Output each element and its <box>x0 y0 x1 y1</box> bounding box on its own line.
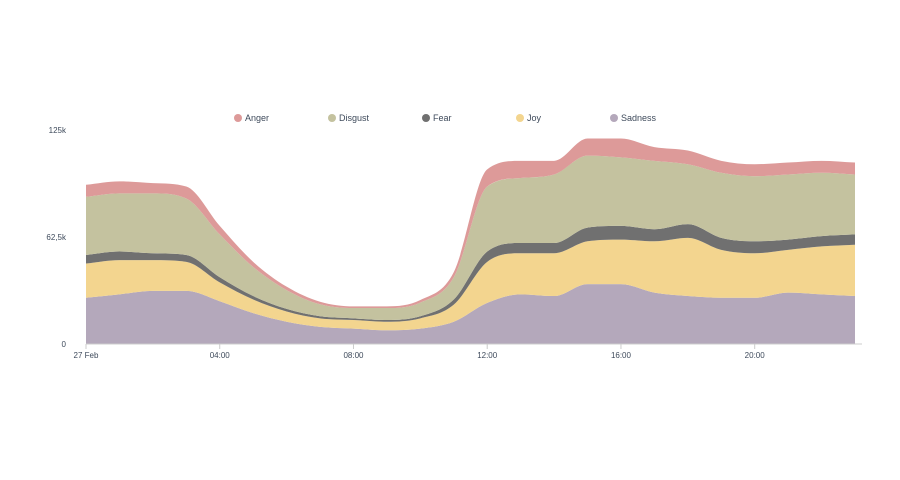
legend-marker <box>516 114 524 122</box>
legend-item-sadness[interactable]: Sadness <box>610 113 657 123</box>
legend-item-anger[interactable]: Anger <box>234 113 269 123</box>
x-tick-label: 16:00 <box>611 351 632 360</box>
legend-label: Fear <box>433 113 452 123</box>
legend-label: Disgust <box>339 113 370 123</box>
area-anger[interactable] <box>86 138 855 309</box>
axis-ticks-group: 0 62,5k 125k 27 Feb 04:00 08:00 12:00 16:00 20:0… <box>46 126 765 360</box>
area-disgust[interactable] <box>86 155 855 321</box>
legend-label: Anger <box>245 113 269 123</box>
y-tick-label: 0 <box>62 340 67 349</box>
x-tick-label: 27 Feb <box>74 351 99 360</box>
legend-marker <box>328 114 336 122</box>
legend-item-fear[interactable]: Fear <box>422 113 452 123</box>
legend-marker <box>234 114 242 122</box>
legend-marker <box>610 114 618 122</box>
legend-label: Joy <box>527 113 542 123</box>
x-tick-label: 08:00 <box>343 351 364 360</box>
y-tick-label: 125k <box>49 126 67 135</box>
legend-marker <box>422 114 430 122</box>
legend-label: Sadness <box>621 113 657 123</box>
legend-item-disgust[interactable]: Disgust <box>328 113 370 123</box>
area-sadness[interactable] <box>86 284 855 344</box>
area-joy[interactable] <box>86 237 855 331</box>
x-tick-label: 04:00 <box>210 351 231 360</box>
area-series-group <box>86 138 855 344</box>
legend-item-joy[interactable]: Joy <box>516 113 542 123</box>
x-tick-label: 20:00 <box>745 351 766 360</box>
x-tick-label: 12:00 <box>477 351 498 360</box>
legend: Anger Disgust Fear Joy Sadness <box>234 113 657 123</box>
y-tick-label: 62,5k <box>46 233 67 242</box>
